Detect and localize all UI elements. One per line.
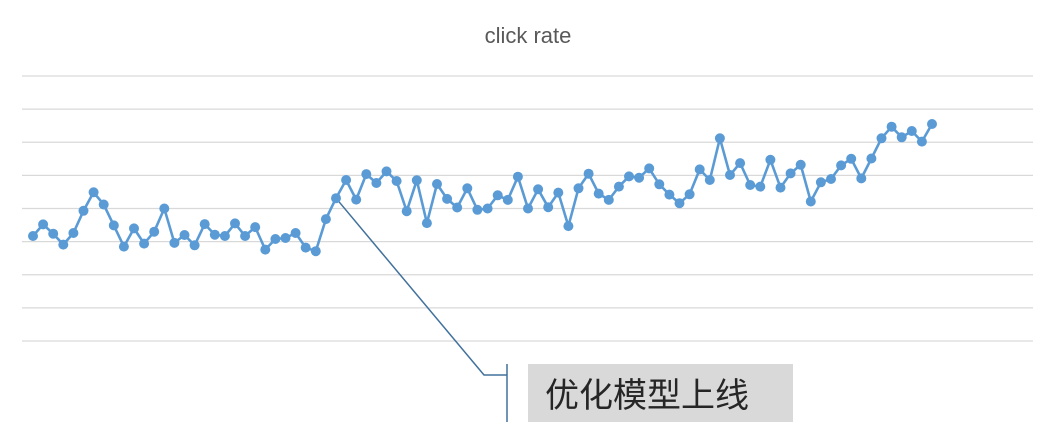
data-point xyxy=(230,218,240,229)
data-point xyxy=(260,244,271,255)
data-point xyxy=(553,187,564,198)
data-point xyxy=(432,179,442,189)
data-point xyxy=(391,176,402,186)
data-point xyxy=(573,183,584,194)
data-point xyxy=(351,194,362,205)
data-point xyxy=(502,194,513,205)
data-point xyxy=(856,173,867,184)
data-point xyxy=(38,219,49,230)
data-point xyxy=(543,202,554,213)
data-point xyxy=(634,172,645,183)
data-point xyxy=(139,238,150,249)
data-point xyxy=(876,133,887,144)
data-point xyxy=(331,193,341,204)
data-point xyxy=(219,231,230,241)
data-point xyxy=(694,164,705,175)
data-point xyxy=(492,190,503,201)
data-point xyxy=(371,178,382,188)
data-point xyxy=(270,234,281,244)
data-point xyxy=(785,168,796,179)
data-point xyxy=(664,189,675,200)
data-point xyxy=(401,206,412,217)
data-point xyxy=(250,222,261,233)
data-point xyxy=(341,175,352,185)
data-point xyxy=(280,233,291,243)
data-point xyxy=(452,202,463,213)
data-point xyxy=(735,158,746,169)
data-point xyxy=(593,188,604,199)
data-point xyxy=(442,193,453,204)
data-point xyxy=(563,221,574,232)
data-point xyxy=(815,177,826,188)
data-point xyxy=(169,237,180,248)
data-point xyxy=(290,228,301,238)
data-point xyxy=(68,228,79,238)
data-point xyxy=(704,175,715,185)
data-point xyxy=(725,170,735,180)
data-point xyxy=(533,184,544,195)
data-point xyxy=(795,159,806,170)
data-point xyxy=(240,231,251,241)
data-point xyxy=(654,179,665,190)
data-point xyxy=(805,196,816,207)
data-point xyxy=(613,181,624,192)
data-point xyxy=(886,121,897,132)
data-point xyxy=(482,203,493,214)
data-point xyxy=(159,203,170,214)
data-point xyxy=(361,169,372,180)
data-point xyxy=(108,220,119,231)
data-point xyxy=(411,175,422,186)
data-point xyxy=(644,163,655,174)
data-point xyxy=(472,204,483,215)
data-point xyxy=(199,219,210,230)
data-point xyxy=(846,153,857,164)
data-point xyxy=(98,199,109,210)
data-point xyxy=(421,218,432,229)
data-point xyxy=(300,242,311,253)
series-click-rate xyxy=(28,119,937,257)
data-point xyxy=(745,180,756,190)
data-point xyxy=(603,194,614,205)
data-point xyxy=(149,226,160,237)
data-point xyxy=(836,160,847,171)
series-line xyxy=(32,123,934,253)
data-point xyxy=(765,154,776,165)
data-point xyxy=(48,228,59,239)
data-point xyxy=(583,168,594,179)
data-point xyxy=(28,231,38,241)
data-point xyxy=(906,126,917,136)
data-point xyxy=(58,239,69,250)
chart-title: click rate xyxy=(485,23,572,48)
data-point xyxy=(189,240,200,251)
data-point xyxy=(310,246,321,257)
data-point xyxy=(512,171,523,182)
data-point xyxy=(129,223,139,234)
data-point xyxy=(381,166,392,177)
annotation-box xyxy=(528,364,793,422)
data-point xyxy=(523,203,533,214)
data-point xyxy=(78,205,89,216)
data-point xyxy=(462,183,473,194)
data-point xyxy=(624,171,634,182)
annotation-callout: 优化模型上线 xyxy=(335,197,793,422)
annotation-label: 优化模型上线 xyxy=(545,376,749,416)
data-point xyxy=(714,133,725,144)
data-point xyxy=(684,189,695,200)
data-point xyxy=(927,119,937,129)
data-point xyxy=(320,214,331,225)
data-point xyxy=(88,187,99,198)
data-point xyxy=(866,153,877,164)
data-point xyxy=(896,132,907,143)
data-point xyxy=(916,136,927,147)
data-point xyxy=(755,181,766,192)
data-point xyxy=(826,174,836,184)
data-point xyxy=(209,229,220,240)
data-point xyxy=(118,241,129,252)
annotation-leader-line xyxy=(335,197,508,422)
data-point xyxy=(775,182,786,193)
data-point xyxy=(674,198,685,209)
data-point xyxy=(179,230,190,240)
